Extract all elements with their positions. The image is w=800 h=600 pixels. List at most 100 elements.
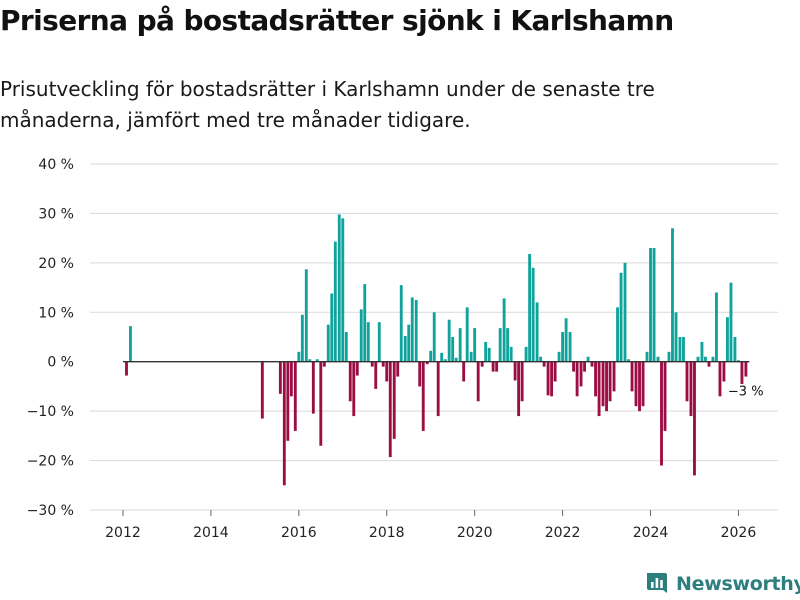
bar-positive [502, 298, 506, 362]
bar-positive [447, 319, 451, 362]
gridlines [90, 163, 778, 511]
bar-negative [693, 361, 696, 476]
bar-negative [634, 361, 638, 407]
bar-positive [667, 351, 671, 362]
bar-negative [590, 361, 594, 367]
y-tick-label: −20 % [27, 454, 74, 470]
bar-negative [289, 361, 293, 397]
bar-positive [649, 248, 652, 362]
bar-positive [129, 326, 132, 362]
bar-negative [392, 361, 396, 439]
bar-negative [575, 361, 579, 397]
y-tick-label: 30 % [38, 206, 74, 222]
bar-positive [700, 341, 704, 362]
bar-negative [374, 361, 378, 389]
bar-negative [605, 361, 608, 412]
bar-positive [308, 359, 312, 362]
bar-negative [348, 361, 352, 402]
bar-positive [341, 218, 345, 362]
bar-positive [711, 356, 715, 362]
bar-positive [454, 357, 458, 362]
bar-negative [744, 361, 748, 377]
bar-positive [671, 228, 674, 362]
axes: −30 % −20 % −10 % 0 % 10 % 20 % 30 % 40 % 2012 20… [27, 157, 764, 541]
bar-negative [370, 361, 374, 367]
bar-negative [425, 361, 429, 365]
bar-positive [678, 337, 682, 362]
bar-negative [689, 361, 693, 417]
bar-positive [539, 356, 543, 362]
bar-positive [407, 324, 411, 362]
newsworthy-logo-icon [647, 573, 667, 593]
bar-positive [344, 332, 348, 362]
bar-positive [359, 309, 363, 362]
x-tick-label: 2018 [369, 525, 405, 541]
bar-negative [388, 361, 392, 458]
bar-positive [333, 241, 337, 362]
bar-negative [260, 361, 264, 419]
bar-positive [737, 360, 740, 362]
bar-positive [616, 307, 619, 362]
bar-positive [366, 322, 370, 362]
y-tick-label: −30 % [27, 503, 74, 519]
bar-positive [535, 302, 539, 362]
bar-positive [557, 351, 561, 362]
bar-negative [462, 361, 466, 382]
bar-negative [436, 361, 440, 417]
bar-positive [414, 299, 418, 362]
bar-positive [363, 284, 367, 362]
bar-negative [355, 361, 359, 376]
bar-positive [645, 351, 649, 362]
bar-negative [583, 361, 586, 372]
bar-negative [520, 361, 524, 402]
bar-positive [674, 312, 678, 362]
bar-positive [696, 356, 700, 362]
x-tick-label: 2024 [633, 525, 669, 541]
bar-positive [656, 356, 660, 362]
bar-positive [469, 351, 473, 362]
bar-positive [330, 293, 334, 362]
bar-positive [300, 314, 304, 362]
newsworthy-logo: Newsworthy [645, 570, 800, 598]
bar-series [125, 214, 748, 486]
bar-positive [733, 337, 737, 362]
bar-positive [506, 328, 510, 362]
bar-negative [630, 361, 634, 392]
bar-negative [718, 361, 722, 397]
bar-negative [553, 361, 557, 382]
bar-negative [278, 361, 282, 394]
bar-positive [473, 328, 477, 362]
bar-positive [509, 346, 513, 362]
x-tick-label: 2012 [105, 525, 141, 541]
bar-negative [546, 361, 550, 396]
bar-negative [319, 361, 323, 446]
bar-positive [440, 352, 444, 362]
brand-name: Newsworthy [676, 573, 800, 595]
bar-positive [487, 347, 491, 362]
bar-positive [337, 214, 341, 362]
bar-negative [517, 361, 521, 417]
bar-negative [286, 361, 290, 441]
bar-positive [429, 350, 433, 362]
x-tick-label: 2026 [721, 525, 757, 541]
bar-positive [484, 341, 488, 362]
bar-negative [594, 361, 597, 397]
bar-positive [458, 328, 462, 362]
bar-positive [410, 297, 414, 362]
bar-negative [608, 361, 612, 402]
y-tick-label: 20 % [38, 256, 74, 272]
bar-positive [528, 253, 532, 362]
bar-positive [568, 332, 572, 362]
bar-positive [564, 318, 568, 362]
bar-positive [619, 272, 623, 362]
bar-positive [729, 282, 733, 362]
bar-negative [722, 361, 726, 382]
bar-negative [550, 361, 554, 397]
bar-positive [704, 356, 707, 362]
bar-positive [403, 336, 407, 362]
page-title: Priserna på bostadsrätter sjönk i Karlsh… [0, 4, 674, 37]
bar-positive [561, 332, 565, 362]
bar-positive [443, 359, 447, 362]
y-tick-label: 10 % [38, 305, 74, 321]
